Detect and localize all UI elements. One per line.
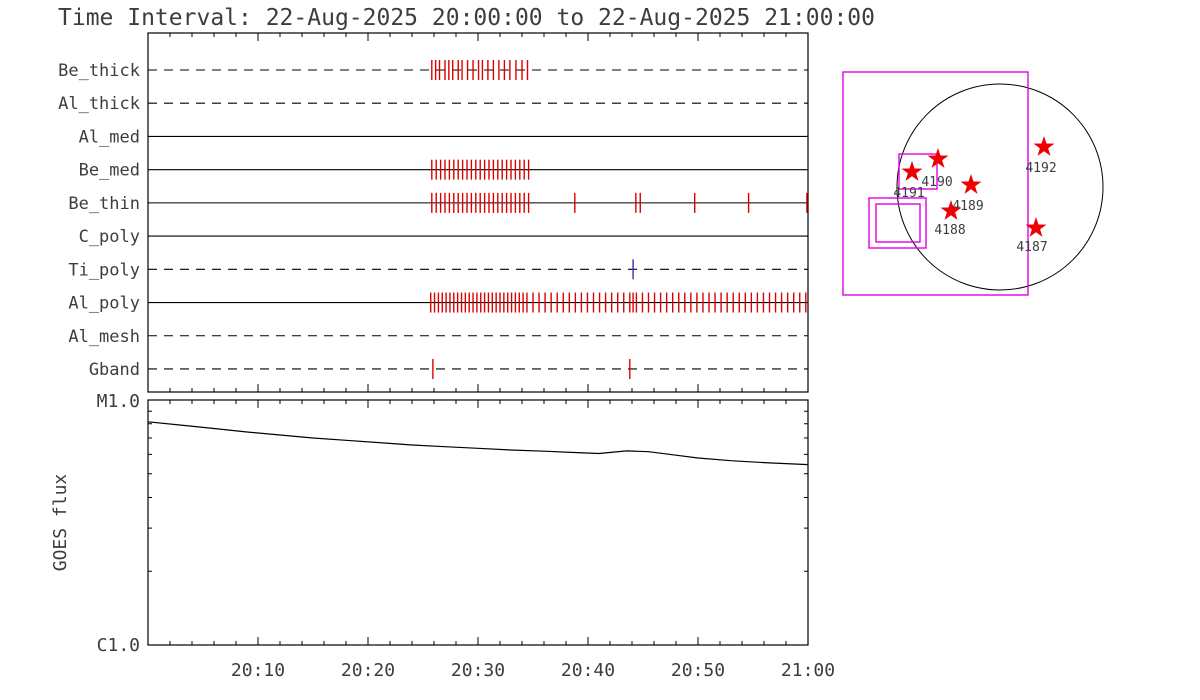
active-region-label: 4191 <box>893 186 924 201</box>
y-axis-title: GOES flux <box>50 474 71 572</box>
filter-row-label: C_poly <box>79 227 140 247</box>
fov-box <box>842 71 1029 296</box>
fov-box <box>875 203 921 243</box>
x-axis-tick-label: 20:20 <box>341 660 395 681</box>
fov-box <box>868 197 927 249</box>
active-region-label: 4190 <box>921 175 952 190</box>
active-region-star <box>901 161 923 181</box>
filter-row-label: Gband <box>89 360 140 380</box>
goes-flux-curve <box>147 421 809 466</box>
solar-limb-circle <box>896 83 1104 291</box>
y-axis-bottom-label: C1.0 <box>97 635 140 656</box>
x-axis-tick-label: 20:10 <box>231 660 285 681</box>
y-axis-top-label: M1.0 <box>97 391 140 412</box>
filter-row-label: Be_med <box>79 161 140 181</box>
active-region-label: 4188 <box>934 223 965 238</box>
goes-flux-panel: M1.0 C1.0 GOES flux 20:10 20:20 20:30 20:40 20:… <box>50 391 835 681</box>
filter-row-label: Be_thick <box>58 61 140 81</box>
fov-box <box>898 153 938 190</box>
x-axis-tick-label: 20:50 <box>671 660 725 681</box>
active-region-star <box>1033 136 1055 156</box>
active-region-label: 4192 <box>1025 161 1056 176</box>
active-region-star <box>940 200 962 220</box>
filter-row-label: Ti_poly <box>68 260 140 280</box>
x-axis-tick-label: 21:00 <box>781 660 835 681</box>
filter-row-label: Al_med <box>79 127 140 147</box>
active-region-label: 4189 <box>952 199 983 214</box>
plot-title: Time Interval: 22-Aug-2025 20:00:00 to 2… <box>58 5 875 31</box>
filter-timeline-panel: Be_thick Al_thick Al_med Be_med Be_thin C_pol… <box>58 32 809 393</box>
filter-row-label: Al_thick <box>58 94 140 114</box>
filter-row-label: Al_poly <box>68 294 140 314</box>
active-region-star <box>927 148 949 168</box>
goes-frame <box>147 399 809 646</box>
filter-row-label: Be_thin <box>68 194 140 214</box>
active-region-star <box>1025 217 1047 237</box>
x-axis-tick-label: 20:30 <box>451 660 505 681</box>
filter-row-label: Al_mesh <box>68 327 140 347</box>
timeline-frame <box>147 32 809 393</box>
active-region-label: 4187 <box>1016 240 1047 255</box>
x-axis-tick-label: 20:40 <box>561 660 615 681</box>
active-region-star <box>960 174 982 194</box>
